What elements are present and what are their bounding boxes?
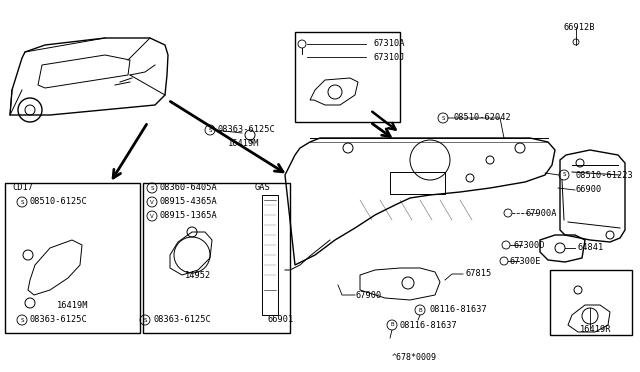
Bar: [143, 183, 290, 333]
Text: S: S: [563, 173, 566, 177]
Text: 66900: 66900: [575, 186, 601, 195]
Text: 08363-6125C: 08363-6125C: [218, 125, 276, 135]
Bar: [5, 183, 140, 333]
Text: 08915-4365A: 08915-4365A: [160, 198, 218, 206]
Text: S: S: [150, 186, 154, 190]
Text: 16419R: 16419R: [580, 326, 611, 334]
Text: 16419M: 16419M: [57, 301, 88, 310]
Bar: [262, 195, 278, 315]
Text: 67310A: 67310A: [373, 39, 404, 48]
Text: 08363-6125C: 08363-6125C: [153, 315, 211, 324]
Bar: [295, 32, 400, 122]
Text: 66901: 66901: [268, 315, 294, 324]
Text: 67900: 67900: [356, 291, 382, 299]
Text: 66912B: 66912B: [564, 23, 595, 32]
Text: ^678*0009: ^678*0009: [392, 353, 437, 362]
Text: 08363-6125C: 08363-6125C: [30, 315, 88, 324]
Text: 67300E: 67300E: [510, 257, 541, 266]
Text: 67900A: 67900A: [525, 208, 557, 218]
Text: GAS: GAS: [255, 183, 271, 192]
Text: 08510-61223: 08510-61223: [575, 170, 633, 180]
Text: 08116-81637: 08116-81637: [430, 305, 488, 314]
Text: 08915-1365A: 08915-1365A: [160, 212, 218, 221]
Bar: [390, 172, 445, 194]
Text: 08116-81637: 08116-81637: [400, 321, 458, 330]
Text: S: S: [20, 317, 24, 323]
Text: V: V: [150, 214, 154, 218]
Text: 67815: 67815: [465, 269, 492, 279]
Text: B: B: [418, 308, 422, 312]
Text: S: S: [441, 115, 445, 121]
Bar: [550, 270, 632, 335]
Text: 14952: 14952: [185, 270, 211, 279]
Text: S: S: [20, 199, 24, 205]
Text: V: V: [150, 199, 154, 205]
Text: S: S: [143, 317, 147, 323]
Text: 64841: 64841: [577, 244, 604, 253]
Text: 67300D: 67300D: [513, 241, 545, 250]
Text: CD17: CD17: [12, 183, 33, 192]
Text: 08510-6125C: 08510-6125C: [30, 198, 88, 206]
Text: S: S: [208, 128, 212, 132]
Text: 67310J: 67310J: [373, 52, 404, 61]
Text: B: B: [390, 323, 394, 327]
Text: 08360-6405A: 08360-6405A: [160, 183, 218, 192]
Text: 08510-62042: 08510-62042: [453, 113, 511, 122]
Text: 16419M: 16419M: [228, 138, 259, 148]
